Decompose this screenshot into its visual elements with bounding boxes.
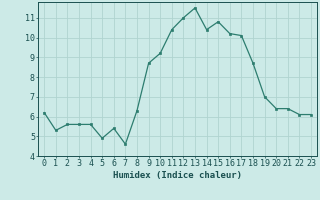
X-axis label: Humidex (Indice chaleur): Humidex (Indice chaleur) xyxy=(113,171,242,180)
